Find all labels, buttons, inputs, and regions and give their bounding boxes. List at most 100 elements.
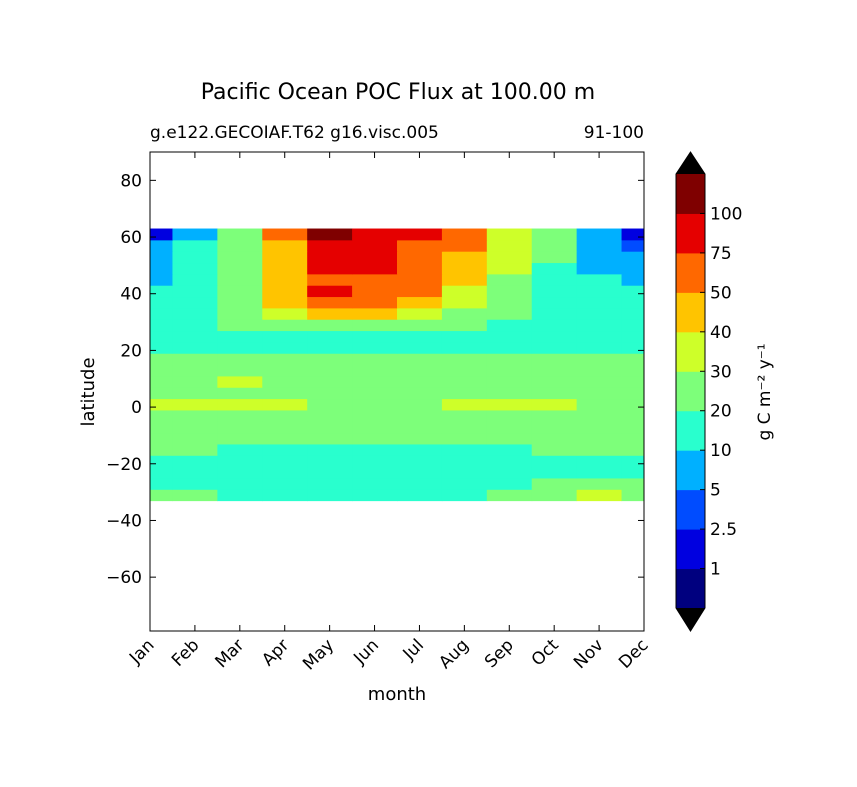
contour-cell xyxy=(441,307,488,320)
contour-cell xyxy=(172,409,218,422)
contour-cell xyxy=(307,455,353,468)
contour-cell xyxy=(576,489,623,502)
x-axis-label: month xyxy=(368,684,426,705)
contour-cell xyxy=(486,421,533,434)
contour-cell xyxy=(217,364,263,377)
colorbar-swatch xyxy=(676,568,705,609)
y-tick-label: −20 xyxy=(106,455,142,475)
contour-cell xyxy=(352,330,398,343)
contour-cell xyxy=(150,455,173,468)
contour-cell xyxy=(150,228,173,241)
contour-cell xyxy=(531,273,578,286)
x-tick-label: Apr xyxy=(258,635,293,670)
contour-cell xyxy=(397,353,443,366)
colorbar-swatch xyxy=(676,450,705,491)
contour-cell xyxy=(531,398,578,411)
contour-cell xyxy=(441,330,488,343)
y-tick-label: 0 xyxy=(131,398,142,418)
contour-cell xyxy=(217,353,263,366)
contour-cell xyxy=(150,341,173,354)
contour-cell xyxy=(172,228,218,241)
contour-cell xyxy=(621,489,645,502)
contour-cell xyxy=(531,353,578,366)
contour-cell xyxy=(172,489,218,502)
colorbar-swatch xyxy=(676,529,705,570)
contour-cell xyxy=(352,443,398,456)
colorbar-label: g C m⁻² y⁻¹ xyxy=(755,343,775,440)
contour-cell xyxy=(531,443,578,456)
contour-cell xyxy=(531,262,578,275)
contour-cell xyxy=(576,466,623,479)
subtitle-left: g.e122.GECOIAF.T62 g16.visc.005 xyxy=(150,123,439,143)
contour-cell xyxy=(172,273,218,286)
contour-cell xyxy=(531,387,578,400)
contour-cell xyxy=(262,432,308,445)
contour-cell xyxy=(621,466,645,479)
contour-cell xyxy=(307,319,353,332)
contour-cell xyxy=(352,319,398,332)
x-tick-label: Mar xyxy=(212,635,249,672)
colorbar-swatch xyxy=(676,371,705,412)
contour-cell xyxy=(172,455,218,468)
contour-cell xyxy=(307,285,353,298)
contour-cell xyxy=(441,341,488,354)
contour-cell xyxy=(150,421,173,434)
contour-cell xyxy=(621,375,645,388)
contour-cell xyxy=(397,375,443,388)
contour-cell xyxy=(621,443,645,456)
contour-cell xyxy=(150,353,173,366)
contour-cell xyxy=(307,375,353,388)
contour-cell xyxy=(262,273,308,286)
plot-frame xyxy=(149,151,645,632)
contour-cell xyxy=(486,285,533,298)
contour-cell xyxy=(486,341,533,354)
contour-cell xyxy=(217,262,263,275)
contour-cell xyxy=(150,432,173,445)
contour-cell xyxy=(217,251,263,264)
contour-cell xyxy=(576,341,623,354)
contour-cell xyxy=(352,239,398,252)
colorbar-tick-label: 20 xyxy=(710,402,732,422)
contour-cell xyxy=(172,251,218,264)
contour-cell xyxy=(621,477,645,490)
contour-cell xyxy=(576,285,623,298)
contour-cell xyxy=(307,364,353,377)
contour-cell xyxy=(217,273,263,286)
contour-cell xyxy=(307,387,353,400)
contour-cell xyxy=(352,409,398,422)
contour-cell xyxy=(307,443,353,456)
contour-cell xyxy=(150,375,173,388)
contour-cell xyxy=(531,296,578,309)
contour-cell xyxy=(172,307,218,320)
contour-cell xyxy=(621,319,645,332)
contour-cell xyxy=(352,432,398,445)
contour-cell xyxy=(262,319,308,332)
contour-cell xyxy=(397,239,443,252)
contour-cell xyxy=(576,443,623,456)
contour-cell xyxy=(486,409,533,422)
colorbar-swatch xyxy=(676,252,705,293)
x-tick-label: May xyxy=(299,635,338,674)
contour-cell xyxy=(576,353,623,366)
contour-cell xyxy=(172,477,218,490)
contour-cell xyxy=(531,251,578,264)
contour-cell xyxy=(150,251,173,264)
contour-cell xyxy=(531,239,578,252)
contour-cell xyxy=(621,432,645,445)
contour-cell xyxy=(441,421,488,434)
contour-cell xyxy=(172,421,218,434)
contour-cell xyxy=(172,296,218,309)
contour-cell xyxy=(397,409,443,422)
contour-cell xyxy=(307,477,353,490)
contour-cell xyxy=(486,251,533,264)
contour-cell xyxy=(397,307,443,320)
contour-cell xyxy=(352,251,398,264)
colorbar-tick-label: 50 xyxy=(710,283,732,303)
x-tick-label: Nov xyxy=(570,635,608,673)
contour-cell xyxy=(576,330,623,343)
contour-cell xyxy=(150,364,173,377)
contour-cell xyxy=(397,387,443,400)
contour-cell xyxy=(150,273,173,286)
contour-cell xyxy=(352,477,398,490)
